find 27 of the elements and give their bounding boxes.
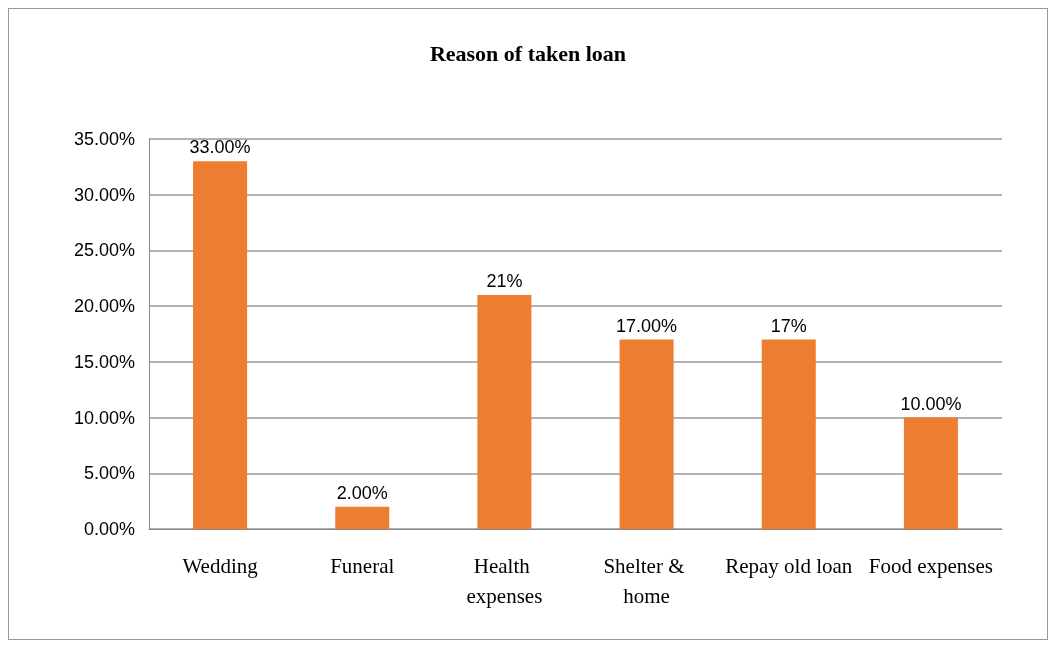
x-tick-label: Funeral — [330, 554, 395, 578]
bar — [903, 417, 958, 529]
bar — [761, 339, 816, 529]
bar — [619, 339, 674, 529]
data-label: 10.00% — [900, 393, 962, 414]
data-label: 17.00% — [616, 315, 678, 336]
y-tick-label: 20.00% — [73, 296, 135, 317]
data-label: 33.00% — [189, 137, 251, 158]
bar — [335, 506, 390, 529]
x-tick-label: Repay old loan — [725, 554, 853, 578]
data-label: 21% — [486, 271, 523, 291]
y-tick-label: 10.00% — [73, 407, 135, 428]
chart-title: Reason of taken loan — [429, 40, 627, 66]
x-tick-label: Health expenses — [466, 554, 543, 608]
y-tick-label: 35.00% — [73, 129, 135, 149]
bar — [477, 295, 532, 529]
data-label: 17% — [770, 315, 807, 336]
y-tick-label: 30.00% — [73, 184, 135, 205]
y-tick-label: 5.00% — [83, 463, 135, 484]
y-tick-label: 25.00% — [73, 240, 135, 261]
x-tick-label: Shelter & home — [603, 554, 690, 608]
y-tick-label: 15.00% — [73, 351, 135, 372]
x-tick-label: Food expenses — [868, 554, 994, 578]
bar — [193, 161, 248, 529]
x-tick-label: Wedding — [182, 554, 259, 578]
y-tick-label: 0.00% — [83, 519, 135, 539]
data-label: 2.00% — [336, 482, 388, 503]
